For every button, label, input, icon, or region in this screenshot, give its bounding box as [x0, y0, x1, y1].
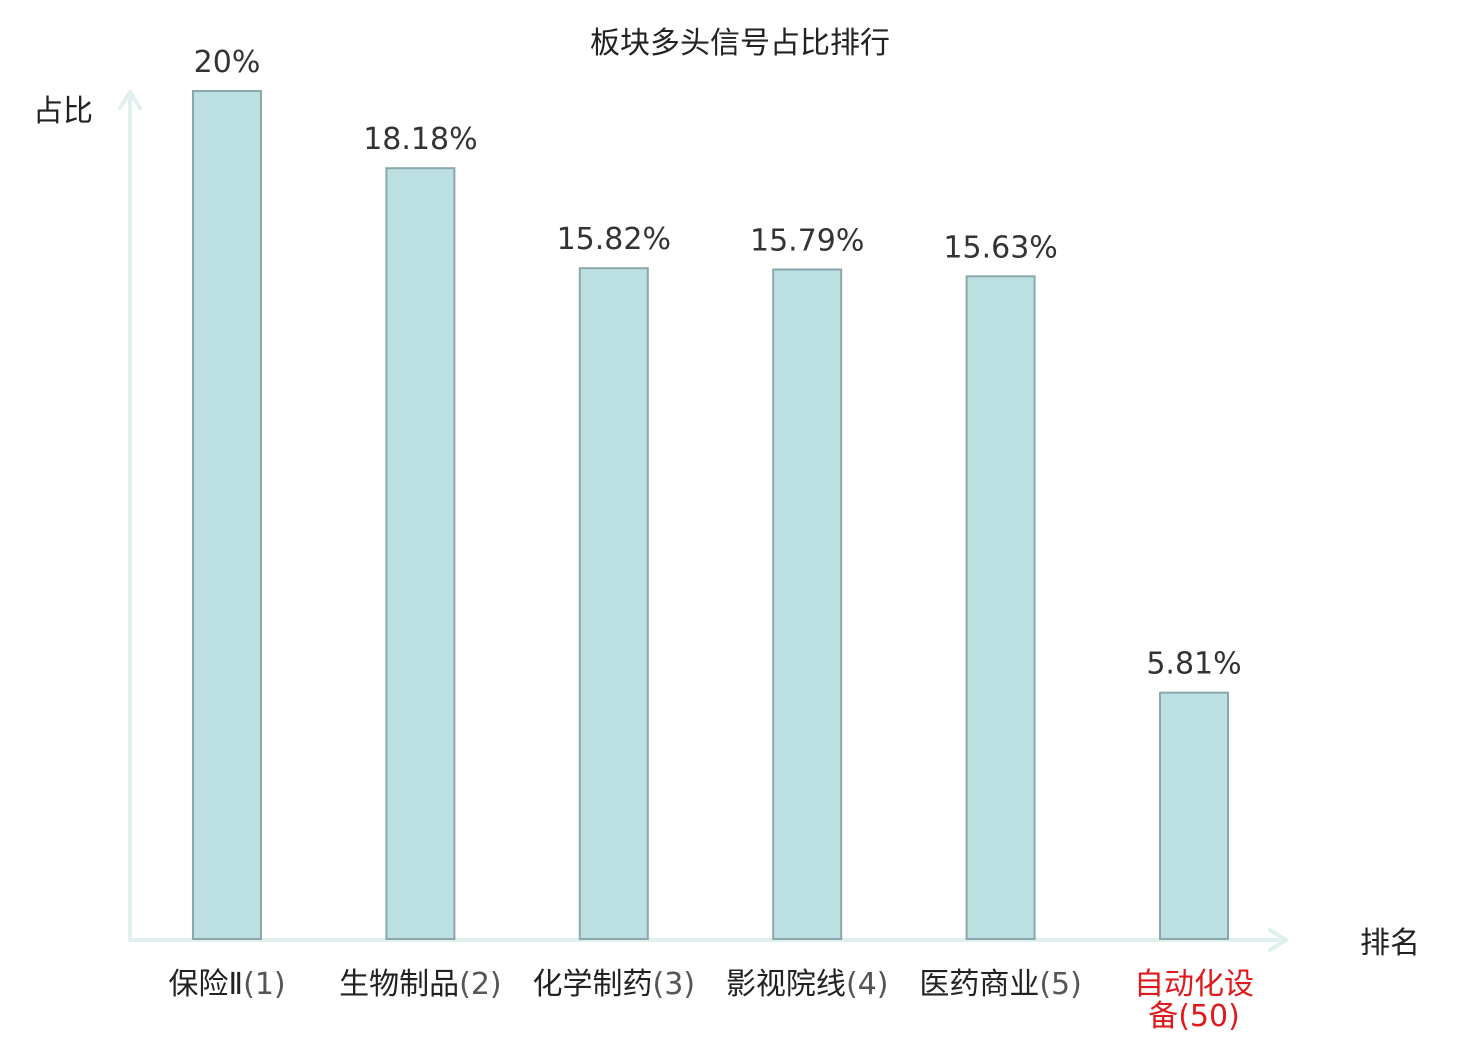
bar-6 — [1159, 691, 1229, 941]
category-label-3: 化学制药(3) — [533, 967, 696, 1002]
value-label-3: 15.82% — [557, 222, 671, 257]
value-labels-group: 20% 18.18% 15.82% 15.79% 15.63% 5.81% — [194, 45, 1242, 682]
value-label-1: 20% — [194, 45, 261, 80]
bar-2 — [385, 167, 456, 940]
y-axis-arrow-icon — [118, 90, 142, 110]
x-axis-label: 排名 — [1360, 926, 1420, 961]
category-label-6: 自动化设备(50) — [1134, 967, 1254, 1034]
bar-3 — [578, 267, 649, 940]
value-label-2: 18.18% — [363, 122, 477, 157]
category-label-1: 保险Ⅱ(1) — [168, 967, 285, 1002]
x-axis-arrow-icon — [1268, 928, 1288, 952]
bar-1 — [192, 90, 262, 940]
bar-4 — [772, 268, 843, 940]
value-label-5: 15.63% — [943, 230, 1057, 265]
category-label-2: 生物制品(2) — [339, 967, 502, 1002]
category-label-5: 医药商业(5) — [919, 967, 1082, 1002]
value-label-6: 5.81% — [1146, 647, 1241, 682]
bars-group — [192, 90, 1229, 941]
chart-title: 板块多头信号占比排行 — [590, 26, 890, 61]
y-axis — [118, 90, 142, 942]
x-axis — [128, 928, 1288, 952]
category-labels-group: 保险Ⅱ(1) 生物制品(2) 化学制药(3) 影视院线(4) 医药商业(5) 自动化设备(… — [168, 967, 1254, 1034]
category-label-4: 影视院线(4) — [726, 967, 889, 1002]
value-label-4: 15.79% — [750, 224, 864, 259]
bar-5 — [965, 275, 1036, 940]
y-axis-label: 占比 — [33, 94, 93, 129]
